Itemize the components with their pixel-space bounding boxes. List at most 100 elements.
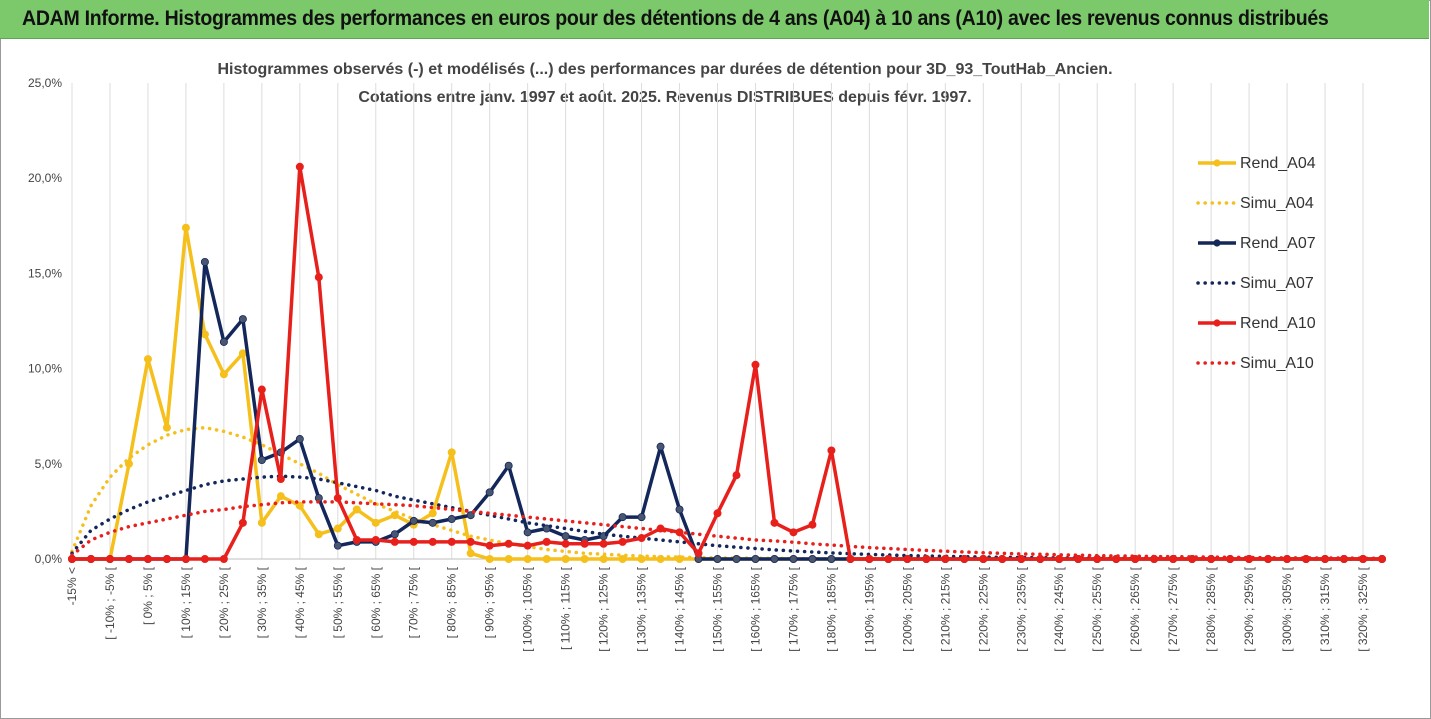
data-point-rend_a07 bbox=[447, 515, 456, 524]
data-point-rend_a10 bbox=[751, 360, 760, 369]
x-tick-label: [ 100% ; 105% [ bbox=[521, 566, 535, 651]
data-point-rend_a10 bbox=[1074, 555, 1083, 564]
legend: Rend_A04 Simu_A04 Rend_A07 Simu_A07 Rend_A10… bbox=[1196, 155, 1316, 372]
data-point-rend_a10 bbox=[1036, 555, 1045, 564]
y-axis-ticks: 0,0% 5,0% 10,0% 15,0% 20,0% 25,0% bbox=[28, 76, 62, 566]
data-point-rend_a10 bbox=[238, 518, 247, 527]
data-point-rend_a10 bbox=[827, 446, 836, 455]
data-point-rend_a07 bbox=[485, 488, 494, 497]
data-point-rend_a10 bbox=[922, 555, 931, 564]
x-tick-label: [ 0% ; 5% [ bbox=[141, 566, 155, 625]
data-point-rend_a10 bbox=[599, 539, 608, 548]
data-point-rend_a10 bbox=[352, 535, 361, 544]
x-tick-label: [ 80% ; 85% [ bbox=[445, 566, 459, 638]
legend-label: Rend_A10 bbox=[1240, 315, 1316, 332]
data-point-rend_a10 bbox=[770, 518, 779, 527]
grid-lines bbox=[71, 83, 1364, 559]
y-tick-label: 10,0% bbox=[28, 362, 62, 376]
y-tick-label: 15,0% bbox=[28, 266, 62, 280]
legend-label: Simu_A10 bbox=[1240, 355, 1314, 372]
data-point-rend_a04 bbox=[200, 330, 209, 339]
legend-item-simu_a10: Simu_A10 bbox=[1196, 355, 1314, 372]
y-tick-label: 0,0% bbox=[35, 552, 63, 566]
data-point-rend_a04 bbox=[181, 223, 190, 232]
data-point-rend_a04 bbox=[447, 448, 456, 457]
data-point-rend_a07 bbox=[751, 555, 760, 564]
data-point-rend_a07 bbox=[238, 315, 247, 324]
x-tick-label: [ 30% ; 35% [ bbox=[255, 566, 269, 638]
data-point-rend_a10 bbox=[504, 539, 513, 548]
data-point-rend_a04 bbox=[352, 505, 361, 514]
data-point-rend_a07 bbox=[637, 513, 646, 522]
data-point-rend_a10 bbox=[447, 537, 456, 546]
report-banner: ADAM Informe. Histogrammes des performan… bbox=[0, 0, 1429, 39]
legend-label: Simu_A07 bbox=[1240, 275, 1314, 292]
data-point-rend_a07 bbox=[390, 530, 399, 539]
data-point-rend_a04 bbox=[504, 555, 513, 564]
data-point-rend_a07 bbox=[409, 516, 418, 525]
data-point-rend_a04 bbox=[314, 530, 323, 539]
x-tick-label: [ 180% ; 185% [ bbox=[824, 566, 838, 651]
x-tick-label: [ 20% ; 25% [ bbox=[217, 566, 231, 638]
data-point-rend_a10 bbox=[200, 555, 209, 564]
data-point-rend_a07 bbox=[732, 555, 741, 564]
data-point-rend_a10 bbox=[732, 471, 741, 480]
data-point-rend_a04 bbox=[162, 423, 171, 432]
x-tick-label: [ 10% ; 15% [ bbox=[179, 566, 193, 638]
x-tick-label: [ 60% ; 65% [ bbox=[369, 566, 383, 638]
data-point-rend_a10 bbox=[124, 555, 133, 564]
data-point-rend_a07 bbox=[713, 555, 722, 564]
series-line-simu_a07 bbox=[70, 474, 1384, 561]
data-point-rend_a10 bbox=[276, 475, 285, 484]
data-point-rend_a10 bbox=[105, 555, 114, 564]
x-tick-label: [ 170% ; 175% [ bbox=[786, 566, 800, 651]
series-line-rend_a10 bbox=[72, 165, 1382, 561]
data-point-rend_a04 bbox=[599, 555, 608, 564]
data-point-rend_a10 bbox=[789, 528, 798, 537]
x-tick-label: [ 90% ; 95% [ bbox=[483, 566, 497, 638]
data-point-rend_a10 bbox=[998, 555, 1007, 564]
y-tick-label: 25,0% bbox=[28, 76, 62, 90]
x-tick-label: [ 290% ; 295% [ bbox=[1242, 566, 1256, 651]
data-point-rend_a10 bbox=[143, 555, 152, 564]
data-point-rend_a07 bbox=[333, 541, 342, 550]
x-tick-label: [ 270% ; 275% [ bbox=[1166, 566, 1180, 651]
x-tick-label: [ 140% ; 145% [ bbox=[673, 566, 687, 651]
data-point-rend_a04 bbox=[428, 509, 437, 518]
x-tick-label: [ 150% ; 155% [ bbox=[711, 566, 725, 651]
x-tick-label: [ 220% ; 225% [ bbox=[976, 566, 990, 651]
data-point-rend_a04 bbox=[295, 501, 304, 510]
x-tick-label: [ 160% ; 165% [ bbox=[748, 566, 762, 651]
legend-item-rend_a07: Rend_A07 bbox=[1198, 235, 1316, 252]
data-point-rend_a10 bbox=[1055, 555, 1064, 564]
data-point-rend_a10 bbox=[846, 555, 855, 564]
data-point-rend_a04 bbox=[333, 524, 342, 533]
x-tick-label: [ 320% ; 325% [ bbox=[1356, 566, 1370, 651]
data-point-rend_a10 bbox=[808, 520, 817, 529]
x-tick-label: [ 240% ; 245% [ bbox=[1052, 566, 1066, 651]
y-tick-label: 20,0% bbox=[28, 171, 62, 185]
data-point-rend_a10 bbox=[542, 537, 551, 546]
data-point-rend_a10 bbox=[523, 541, 532, 550]
x-tick-label: [ -10% ; -5% [ bbox=[103, 566, 117, 639]
data-point-rend_a04 bbox=[257, 518, 266, 527]
data-point-rend_a04 bbox=[561, 555, 570, 564]
data-point-rend_a04 bbox=[371, 518, 380, 527]
data-point-rend_a07 bbox=[523, 528, 532, 537]
data-point-rend_a07 bbox=[561, 532, 570, 541]
data-point-rend_a10 bbox=[694, 549, 703, 558]
data-point-rend_a04 bbox=[238, 349, 247, 358]
data-point-rend_a07 bbox=[827, 555, 836, 564]
data-point-rend_a10 bbox=[884, 555, 893, 564]
x-tick-label: [ 130% ; 135% [ bbox=[635, 566, 649, 651]
data-point-rend_a07 bbox=[675, 505, 684, 514]
data-point-rend_a04 bbox=[143, 355, 152, 364]
data-point-rend_a07 bbox=[219, 337, 228, 346]
data-point-rend_a04 bbox=[580, 555, 589, 564]
data-point-rend_a04 bbox=[466, 549, 475, 558]
legend-label: Rend_A07 bbox=[1240, 235, 1316, 252]
x-tick-label: [ 210% ; 215% [ bbox=[938, 566, 952, 651]
data-point-rend_a07 bbox=[618, 513, 627, 522]
legend-item-rend_a10: Rend_A10 bbox=[1198, 315, 1316, 332]
x-tick-label: [ 50% ; 55% [ bbox=[331, 566, 345, 638]
